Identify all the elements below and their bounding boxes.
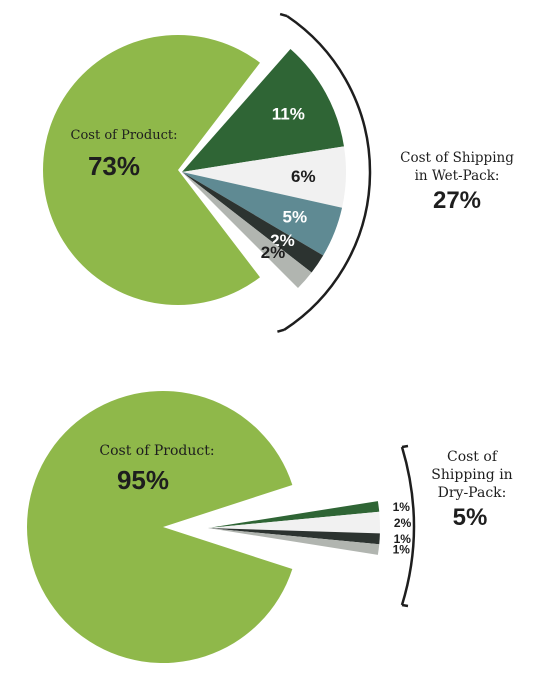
wet-pack-shipping-slice-2-label: 6% <box>291 167 316 186</box>
wet-pack-shipping-slice-5 <box>182 172 312 288</box>
dry-pack-shipping-slice-2 <box>208 511 381 534</box>
dry-pack-shipping-value: 5% <box>453 504 488 531</box>
dry-pack-shipping-slice-1-label: 1% <box>393 500 411 514</box>
dry-pack-product-label: Cost of Product: <box>99 443 214 459</box>
wet-pack-product-label: Cost of Product: <box>71 128 178 143</box>
dry-pack-shipping-slice-4 <box>208 528 380 555</box>
wet-pack-shipping-slice-2 <box>182 146 347 208</box>
wet-pack-shipping-label-line2: in Wet-Pack: <box>415 168 500 184</box>
dry-pack-pie-chart: 1%2%1%1% Cost of Product: 95% Cost of Sh… <box>26 391 513 663</box>
dry-pack-shipping-slice-1 <box>208 501 380 528</box>
wet-pack-shipping-slice-5-label: 2% <box>261 243 286 262</box>
dry-pack-shipping-slice-2-label: 2% <box>394 516 412 530</box>
dry-pack-shipping-bracket <box>400 444 416 608</box>
wet-pack-pie-chart: 11%6%5%2%2% Cost of Product: 73% Cost of… <box>43 12 514 333</box>
dry-pack-shipping-slice-3 <box>208 528 380 545</box>
wet-pack-shipping-slice-1 <box>182 48 344 173</box>
wet-pack-shipping-slice-4 <box>182 172 324 273</box>
wet-pack-shipping-slice-3-label: 5% <box>283 208 308 227</box>
wet-pack-shipping-label-line1: Cost of Shipping <box>400 150 514 166</box>
wet-pack-product-slice <box>43 34 261 305</box>
wet-pack-shipping-slice-1-label: 11% <box>272 105 305 124</box>
wet-pack-shipping-bracket <box>277 12 372 333</box>
dry-pack-shipping-label-line1: Cost of <box>447 449 499 465</box>
wet-pack-shipping-value: 27% <box>433 187 481 214</box>
dry-pack-shipping-label-line3: Dry-Pack: <box>438 485 507 501</box>
dry-pack-shipping-label-line2: Shipping in <box>431 467 512 483</box>
dry-pack-shipping-slice-4-label: 1% <box>393 542 411 556</box>
wet-pack-product-value: 73% <box>88 151 140 181</box>
dry-pack-shipping-slice-3-label: 1% <box>394 532 412 546</box>
wet-pack-shipping-slice-3 <box>182 172 343 256</box>
dry-pack-product-slice <box>26 391 293 663</box>
dry-pack-product-value: 95% <box>117 465 169 495</box>
